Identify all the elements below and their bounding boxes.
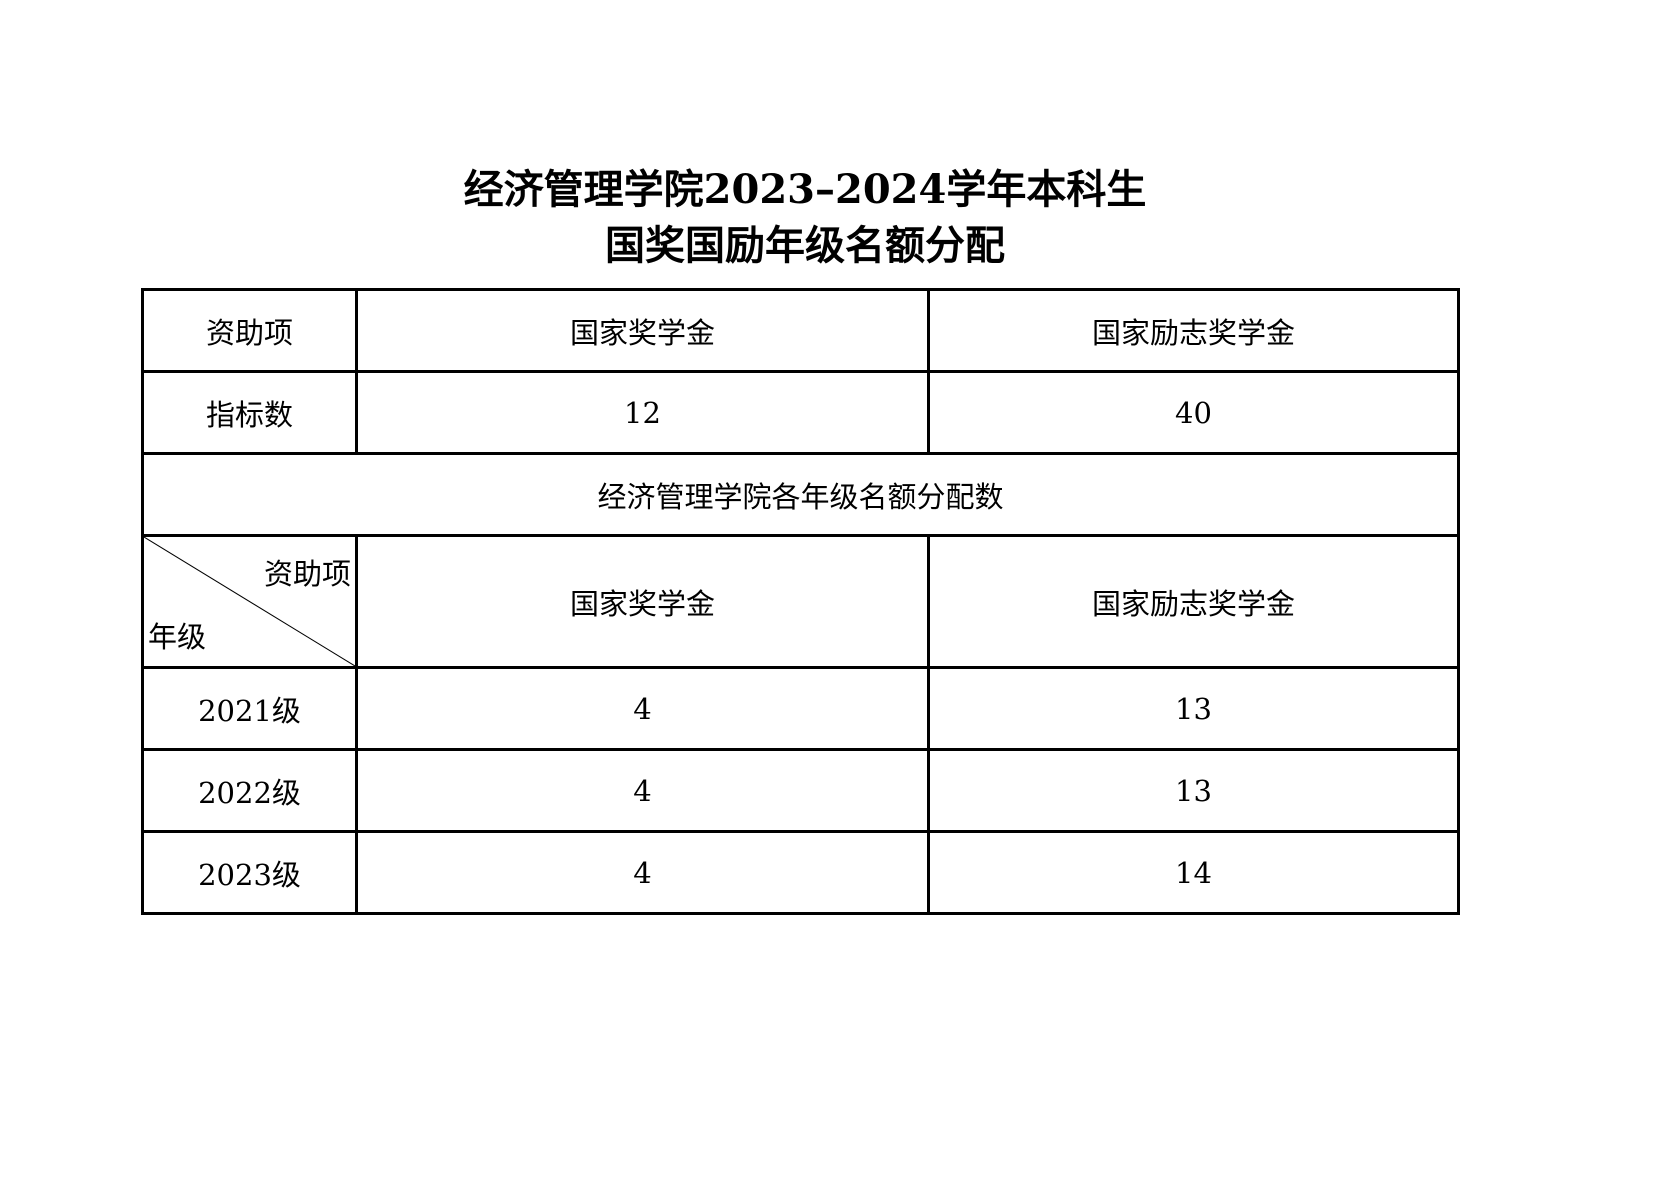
quota-national-scholarship: 12 — [355, 370, 930, 455]
encouragement-scholarship-cell: 13 — [927, 748, 1460, 833]
section-row: 经济管理学院各年级名额分配数 — [141, 452, 1460, 537]
diagonal-line — [144, 537, 355, 666]
quota-row: 指标数 12 40 — [141, 370, 1460, 455]
subheader-national-scholarship: 国家奖学金 — [355, 534, 930, 669]
header-national-scholarship: 国家奖学金 — [355, 288, 930, 373]
grade-cell: 2023级 — [141, 830, 358, 915]
header-encouragement-scholarship: 国家励志奖学金 — [927, 288, 1460, 373]
section-title: 经济管理学院各年级名额分配数 — [141, 452, 1460, 537]
table-row: 2023级 4 14 — [141, 830, 1460, 915]
document-title-line-2: 国奖国励年级名额分配 — [605, 222, 1005, 269]
quota-encouragement-scholarship: 40 — [927, 370, 1460, 455]
grade-cell: 2021级 — [141, 666, 358, 751]
encouragement-scholarship-cell: 14 — [927, 830, 1460, 915]
header-label: 资助项 — [141, 288, 358, 373]
diagonal-header-cell: 资助项 年级 — [141, 534, 358, 669]
diagonal-bottom-label: 年级 — [148, 620, 207, 654]
national-scholarship-cell: 4 — [355, 748, 930, 833]
quota-label: 指标数 — [141, 370, 358, 455]
quota-table: 资助项 国家奖学金 国家励志奖学金 指标数 12 40 经济管理学院各年级名额分… — [141, 288, 1460, 915]
subheader-encouragement-scholarship: 国家励志奖学金 — [927, 534, 1460, 669]
subheader-row: 资助项 年级 国家奖学金 国家励志奖学金 — [141, 534, 1460, 669]
table-row: 2021级 4 13 — [141, 666, 1460, 751]
header-row: 资助项 国家奖学金 国家励志奖学金 — [141, 288, 1460, 373]
national-scholarship-cell: 4 — [355, 666, 930, 751]
encouragement-scholarship-cell: 13 — [927, 666, 1460, 751]
document-title-line-1: 经济管理学院2023–2024学年本科生 — [463, 166, 1147, 213]
national-scholarship-cell: 4 — [355, 830, 930, 915]
grade-cell: 2022级 — [141, 748, 358, 833]
diagonal-top-label: 资助项 — [263, 557, 351, 591]
table-row: 2022级 4 13 — [141, 748, 1460, 833]
